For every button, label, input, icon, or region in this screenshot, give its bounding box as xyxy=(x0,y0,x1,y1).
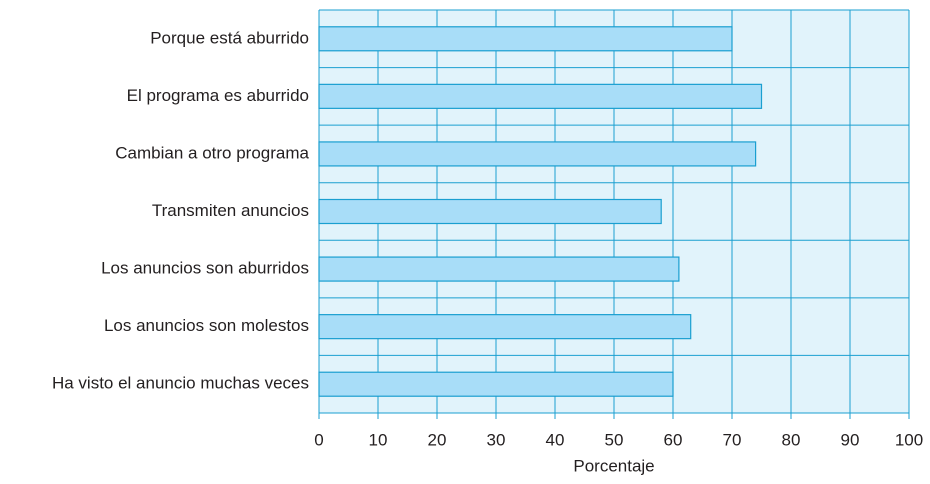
bar xyxy=(318,141,757,167)
bar xyxy=(318,256,680,282)
bar xyxy=(318,198,662,225)
x-tick-label: 10 xyxy=(369,430,388,449)
x-tick-label: 100 xyxy=(895,430,923,449)
x-tick-label: 50 xyxy=(605,430,624,449)
y-tick-label: El programa es aburrido xyxy=(127,86,309,105)
x-tick-label: 30 xyxy=(487,430,506,449)
y-tick-label: Transmiten anuncios xyxy=(152,201,309,220)
x-tick-label: 20 xyxy=(428,430,447,449)
x-tick-label: 80 xyxy=(782,430,801,449)
bar xyxy=(318,26,733,52)
x-tick-label: 60 xyxy=(664,430,683,449)
x-tick-label: 90 xyxy=(841,430,860,449)
bar xyxy=(318,314,692,340)
x-tick-label: 40 xyxy=(546,430,565,449)
bar xyxy=(318,83,763,109)
x-tick-label: 0 xyxy=(314,430,323,449)
y-tick-label: Cambian a otro programa xyxy=(115,143,309,162)
x-axis-label: Porcentaje xyxy=(573,456,654,475)
y-tick-label: Porque está aburrido xyxy=(150,28,309,47)
y-tick-label: Los anuncios son aburridos xyxy=(101,259,309,278)
y-tick-label: Los anuncios son molestos xyxy=(104,316,309,335)
bar xyxy=(318,371,674,397)
x-tick-label: 70 xyxy=(723,430,742,449)
y-tick-label: Ha visto el anuncio muchas veces xyxy=(52,374,309,393)
